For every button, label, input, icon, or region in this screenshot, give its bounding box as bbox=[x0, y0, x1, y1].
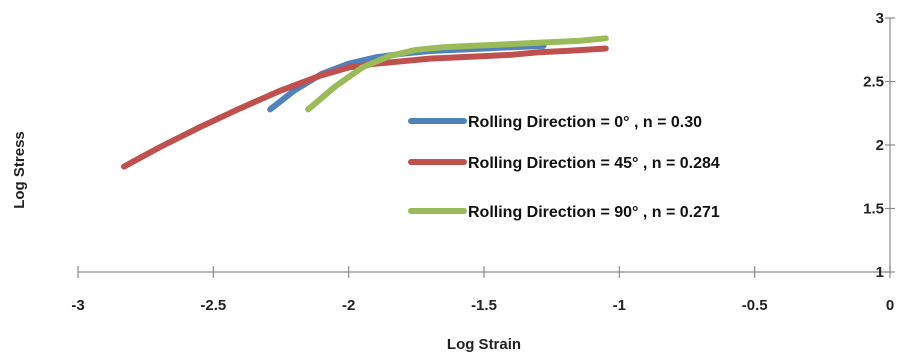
x-tick-label: 0 bbox=[886, 297, 894, 314]
x-tick-label: -2.5 bbox=[200, 297, 226, 314]
series-line-2 bbox=[121, 45, 609, 170]
x-tick-label: -3 bbox=[71, 297, 84, 314]
legend-label-2: Rolling Direction = 45° , n = 0.284 bbox=[468, 155, 720, 172]
legend: Rolling Direction = 0° , n = 0.30 Rolling… bbox=[408, 114, 720, 221]
series-layer bbox=[121, 35, 609, 170]
legend-label-1: Rolling Direction = 0° , n = 0.30 bbox=[468, 114, 702, 131]
x-tick-label: -1 bbox=[613, 297, 626, 314]
series-line-3 bbox=[305, 35, 609, 113]
y-tick-label: 2.5 bbox=[863, 74, 884, 91]
legend-label-3: Rolling Direction = 90° , n = 0.271 bbox=[468, 204, 720, 221]
y-tick-label: 1.5 bbox=[863, 201, 884, 218]
x-tick-label: -2 bbox=[342, 297, 355, 314]
y-tick-label: 1 bbox=[876, 264, 884, 281]
y-tick-label: 2 bbox=[876, 137, 884, 154]
x-tick-label: -0.5 bbox=[742, 297, 768, 314]
x-tick-label: -1.5 bbox=[471, 297, 497, 314]
x-axis-title: Log Strain bbox=[447, 336, 521, 353]
axes: -3 -2.5 -2 -1.5 -1 -0.5 01 1.5 2 2.5 3 bbox=[71, 10, 895, 314]
y-axis-title: Log Stress bbox=[11, 131, 28, 209]
y-tick-label: 3 bbox=[876, 10, 884, 27]
